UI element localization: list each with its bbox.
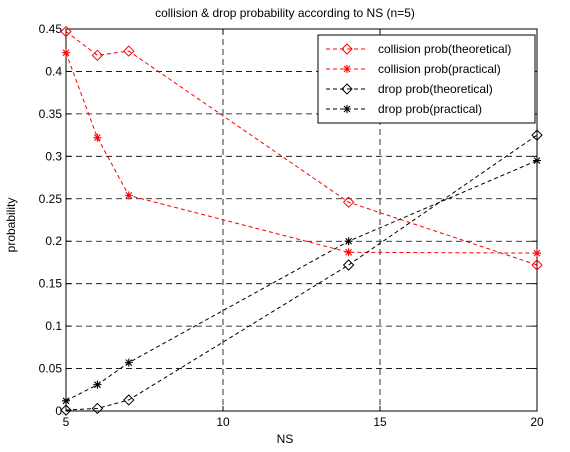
data-point-2	[124, 191, 133, 200]
y-tick-label: 0.2	[45, 234, 62, 248]
legend-entry-4: drop prob(practical)	[378, 102, 482, 116]
y-tick-label: 0.15	[39, 277, 63, 291]
data-point-1	[342, 196, 355, 208]
data-point-3	[123, 394, 135, 406]
legend-entry-2: collision prob(practical)	[378, 62, 501, 76]
x-axis-label: NS	[276, 432, 294, 446]
data-point-3	[531, 129, 543, 141]
x-tick-label: 20	[530, 415, 544, 429]
y-tick-label: 0	[55, 404, 62, 418]
y-tick-label: 0.45	[39, 22, 63, 36]
data-point-2	[344, 248, 353, 257]
data-point-4	[533, 156, 541, 165]
legend-box	[317, 34, 536, 124]
data-point-4	[62, 396, 70, 405]
legend-marker-2	[343, 65, 351, 73]
data-point-4	[124, 358, 133, 367]
y-tick-label: 0.1	[45, 319, 62, 333]
series-line-3	[65, 134, 538, 411]
plot-frame	[65, 28, 538, 412]
data-point-3	[60, 404, 72, 416]
legend-entry-3: drop prob(theoretical)	[378, 82, 493, 96]
legend-marker-1	[341, 43, 353, 55]
data-point-4	[93, 380, 102, 389]
y-tick-label: 0.4	[45, 64, 62, 78]
data-point-4	[344, 237, 353, 246]
data-point-2	[93, 133, 102, 142]
legend-marker-3	[341, 83, 353, 95]
chart-title: collision & drop probability according t…	[155, 6, 415, 20]
x-tick-label: 5	[63, 415, 70, 429]
series-line-1	[65, 31, 538, 266]
data-point-2	[533, 249, 541, 258]
data-point-2	[62, 48, 70, 57]
x-tick-label: 10	[216, 415, 230, 429]
data-point-1	[91, 49, 104, 62]
x-tick-label: 15	[373, 415, 387, 429]
data-point-3	[342, 259, 355, 271]
data-point-1	[60, 25, 72, 38]
y-tick-label: 0.05	[39, 362, 63, 376]
data-point-3	[91, 402, 104, 415]
data-point-1	[123, 45, 135, 57]
data-point-1	[531, 259, 543, 271]
y-tick-label: 0.35	[39, 107, 63, 121]
y-tick-label: 0.3	[45, 149, 62, 163]
y-tick-label: 0.25	[39, 192, 63, 206]
legend-marker-4	[343, 105, 351, 113]
legend-entry-1: collision prob(theoretical)	[378, 42, 511, 56]
